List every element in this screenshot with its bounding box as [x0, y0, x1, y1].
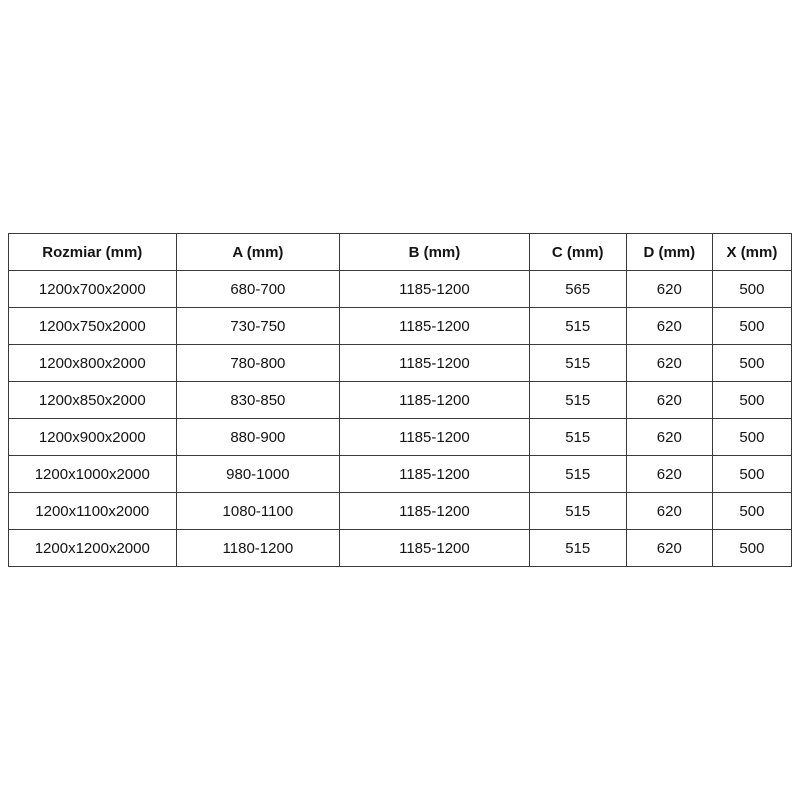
table-cell: 1200x1100x2000 — [8, 492, 177, 530]
table-cell: 1185-1200 — [339, 381, 530, 419]
table-cell: 500 — [711, 270, 793, 308]
table-row: 1200x900x2000 880-900 1185-1200 515 620 500 — [8, 418, 793, 456]
dimensions-table: Rozmiar (mm) A (mm) B (mm) C (mm) D (mm) X (m… — [8, 233, 793, 567]
table-cell: 780-800 — [175, 344, 341, 382]
table-cell: 1180-1200 — [175, 529, 341, 567]
table-row: 1200x700x2000 680-700 1185-1200 565 620 500 — [8, 270, 793, 308]
table-cell: 620 — [625, 270, 713, 308]
table-row: 1200x750x2000 730-750 1185-1200 515 620 500 — [8, 307, 793, 345]
table-cell: 1185-1200 — [339, 418, 530, 456]
table-row: 1200x1000x2000 980-1000 1185-1200 515 620 500 — [8, 455, 793, 493]
table-cell: 620 — [625, 529, 713, 567]
column-header: X (mm) — [711, 233, 793, 271]
table-cell: 680-700 — [175, 270, 341, 308]
table-cell: 1185-1200 — [339, 529, 530, 567]
table-cell: 1200x700x2000 — [8, 270, 177, 308]
table-cell: 620 — [625, 344, 713, 382]
table-cell: 500 — [711, 455, 793, 493]
table-row: 1200x1100x2000 1080-1100 1185-1200 515 620 50… — [8, 492, 793, 530]
table-row: 1200x850x2000 830-850 1185-1200 515 620 500 — [8, 381, 793, 419]
table-cell: 620 — [625, 455, 713, 493]
column-header: Rozmiar (mm) — [8, 233, 177, 271]
table-cell: 730-750 — [175, 307, 341, 345]
table-cell: 500 — [711, 492, 793, 530]
table-cell: 515 — [528, 307, 627, 345]
table-cell: 980-1000 — [175, 455, 341, 493]
table-cell: 500 — [711, 529, 793, 567]
table-cell: 620 — [625, 307, 713, 345]
table-cell: 1080-1100 — [175, 492, 341, 530]
table-cell: 620 — [625, 492, 713, 530]
table-cell: 1185-1200 — [339, 270, 530, 308]
table-cell: 515 — [528, 529, 627, 567]
table-cell: 500 — [711, 381, 793, 419]
table-cell: 515 — [528, 344, 627, 382]
table-cell: 1200x900x2000 — [8, 418, 177, 456]
table-body: 1200x700x2000 680-700 1185-1200 565 620 500 12… — [8, 270, 793, 567]
table-cell: 515 — [528, 418, 627, 456]
table-header-row: Rozmiar (mm) A (mm) B (mm) C (mm) D (mm) X (m… — [8, 233, 793, 271]
table-cell: 620 — [625, 381, 713, 419]
column-header: A (mm) — [175, 233, 341, 271]
column-header: D (mm) — [625, 233, 713, 271]
table-cell: 500 — [711, 344, 793, 382]
table-cell: 515 — [528, 492, 627, 530]
table-cell: 1185-1200 — [339, 492, 530, 530]
table-cell: 1200x850x2000 — [8, 381, 177, 419]
column-header: B (mm) — [339, 233, 530, 271]
table-cell: 1200x1000x2000 — [8, 455, 177, 493]
table-row: 1200x1200x2000 1180-1200 1185-1200 515 620 50… — [8, 529, 793, 567]
table-cell: 880-900 — [175, 418, 341, 456]
column-header: C (mm) — [528, 233, 627, 271]
table-cell: 1185-1200 — [339, 455, 530, 493]
table-cell: 1185-1200 — [339, 307, 530, 345]
table-cell: 1200x750x2000 — [8, 307, 177, 345]
table-cell: 500 — [711, 307, 793, 345]
table-cell: 830-850 — [175, 381, 341, 419]
table-cell: 1200x800x2000 — [8, 344, 177, 382]
table-cell: 515 — [528, 455, 627, 493]
table-row: 1200x800x2000 780-800 1185-1200 515 620 500 — [8, 344, 793, 382]
table-cell: 1185-1200 — [339, 344, 530, 382]
table-cell: 515 — [528, 381, 627, 419]
table-cell: 1200x1200x2000 — [8, 529, 177, 567]
table-cell: 500 — [711, 418, 793, 456]
table-cell: 620 — [625, 418, 713, 456]
table-cell: 565 — [528, 270, 627, 308]
